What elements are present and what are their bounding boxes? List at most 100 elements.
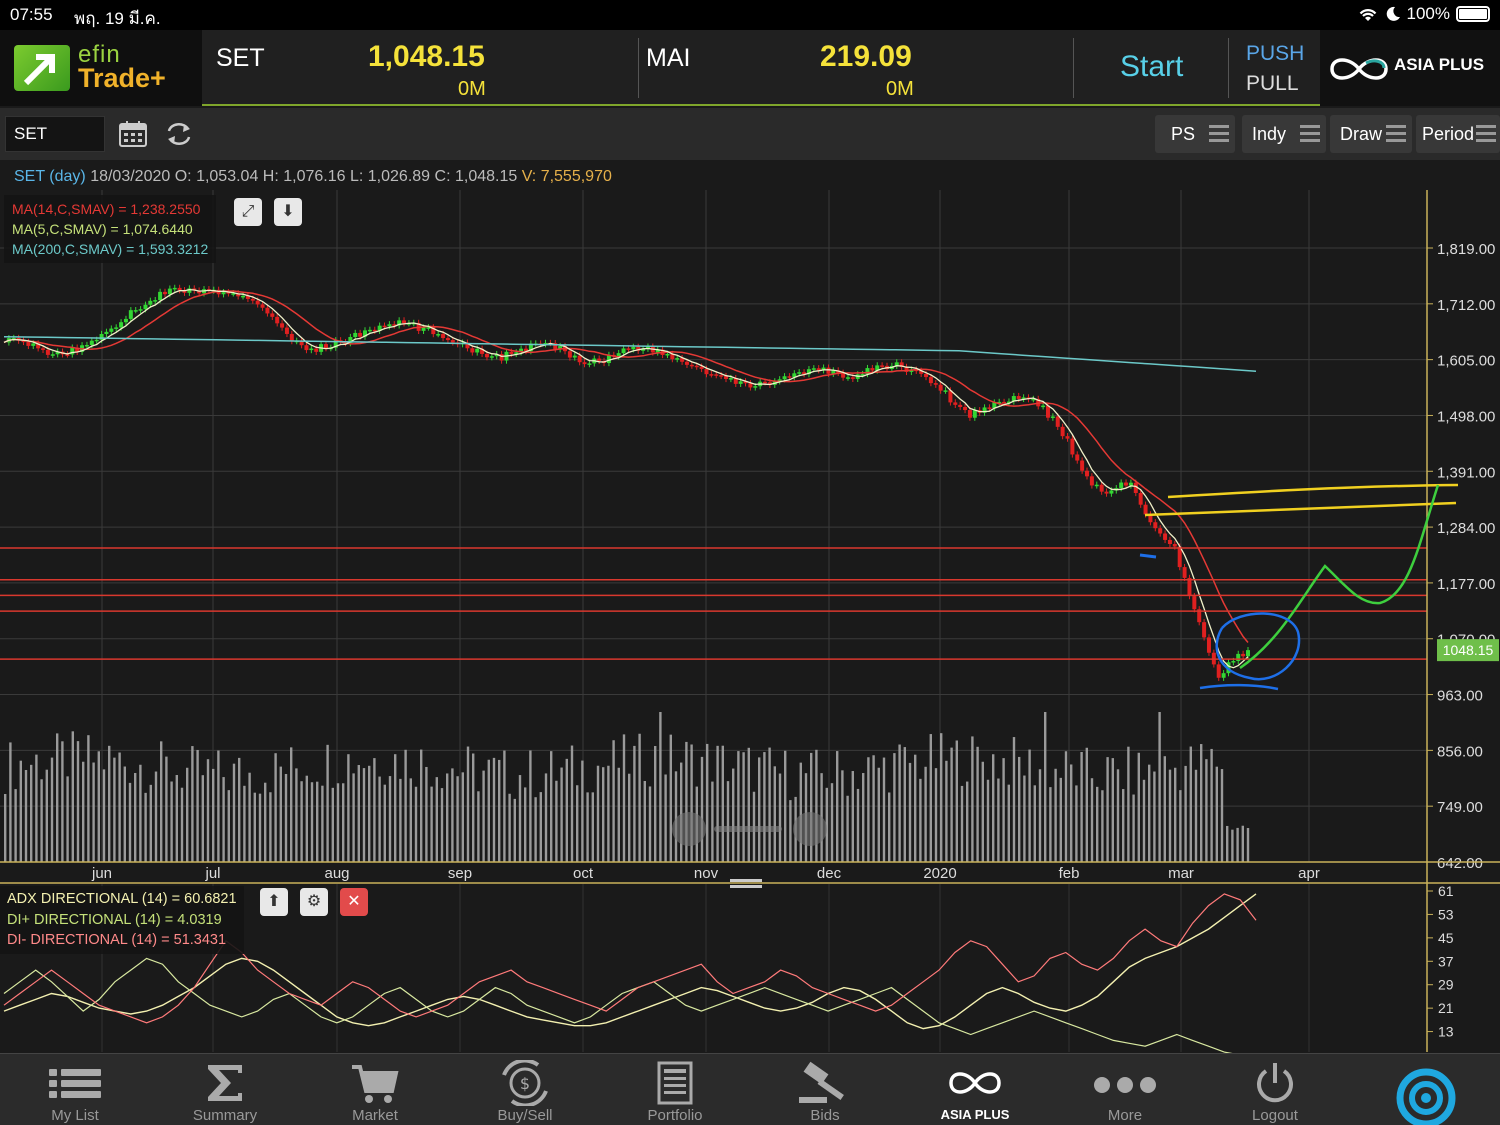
di-minus-legend: DI- DIRECTIONAL (14) = 51.3431	[7, 932, 227, 948]
volume-bar	[940, 733, 943, 862]
volume-bar	[674, 771, 678, 862]
candle-body	[684, 361, 689, 365]
volume-bar	[82, 761, 85, 862]
candle-body	[309, 348, 314, 351]
volume-bar	[123, 766, 126, 862]
volume-bar	[1179, 790, 1182, 862]
volume-bar	[1142, 779, 1146, 862]
volume-bar	[908, 762, 912, 862]
close-icon[interactable]: ✕	[340, 888, 368, 916]
volume-bar	[19, 760, 22, 862]
nav-more[interactable]: More	[1050, 1054, 1200, 1125]
nav-label: More	[1107, 1107, 1143, 1124]
assistive-touch-icon[interactable]	[1392, 1062, 1462, 1125]
candle-body	[704, 368, 709, 375]
candle-body	[1119, 482, 1124, 489]
candle-body	[284, 327, 289, 334]
volume-bar	[175, 775, 178, 862]
candle-body	[1124, 482, 1129, 486]
mai-index-name[interactable]: MAI	[646, 44, 691, 72]
set-index-name[interactable]: SET	[216, 44, 265, 72]
candle-body	[509, 351, 514, 354]
expand-icon[interactable]: ⤢	[234, 198, 262, 226]
ma5-line	[3, 288, 1249, 669]
volume-bar	[1090, 778, 1094, 862]
volume-bar	[1163, 756, 1166, 862]
candle-body	[1016, 396, 1021, 399]
candle-body	[153, 300, 158, 302]
candle-body	[748, 383, 753, 388]
calendar-icon[interactable]	[118, 119, 148, 149]
nav-summary[interactable]: Summary	[150, 1054, 300, 1125]
candle-body	[182, 290, 187, 293]
nav-portfolio[interactable]: Portfolio	[600, 1054, 750, 1125]
volume-bar	[238, 757, 241, 862]
nav-market[interactable]: Market	[300, 1054, 450, 1125]
candle-body	[299, 340, 304, 346]
candle-body	[875, 365, 880, 371]
volume-bar	[700, 756, 704, 862]
pull-button[interactable]: PULL	[1246, 72, 1299, 95]
volume-bar	[383, 784, 386, 862]
indy-button[interactable]: Indy	[1242, 115, 1326, 153]
ps-button-label: PS	[1171, 123, 1196, 144]
nav-bids[interactable]: Bids	[750, 1054, 900, 1125]
volume-bar	[612, 740, 615, 862]
x-tick-label: dec	[817, 865, 842, 882]
start-button[interactable]: Start	[1120, 50, 1184, 83]
volume-bar	[191, 746, 194, 862]
candle-body	[119, 322, 124, 328]
candle-body	[811, 368, 816, 370]
volume-bar	[357, 765, 360, 862]
candle-body	[89, 340, 94, 345]
candle-body	[948, 390, 953, 403]
candle-body	[816, 368, 821, 371]
volume-bar	[591, 792, 594, 862]
nav-logout[interactable]: Logout	[1200, 1054, 1350, 1125]
volume-bar	[888, 792, 891, 862]
more-icon	[1094, 1077, 1156, 1093]
period-button[interactable]: Period	[1416, 115, 1500, 153]
volume-bar	[61, 741, 64, 862]
volume-bar	[784, 750, 787, 862]
gear-icon[interactable]: ⚙	[300, 888, 328, 916]
volume-bar	[128, 782, 132, 862]
arrow-up-icon[interactable]: ⬆	[260, 888, 288, 916]
candle-body	[1231, 661, 1236, 663]
volume-bar	[1012, 737, 1016, 862]
power-icon	[1257, 1063, 1293, 1103]
volume-bar	[45, 769, 48, 862]
volume-bar	[1059, 777, 1062, 862]
volume-bar	[570, 745, 574, 862]
candle-body	[353, 332, 358, 338]
candle-body	[606, 354, 611, 364]
candle-body	[1065, 436, 1070, 439]
candle-body	[1172, 543, 1177, 547]
arrow-down-icon[interactable]: ⬇	[274, 198, 302, 226]
candle-body	[250, 298, 255, 301]
candle-body	[655, 349, 660, 353]
push-button[interactable]: PUSH	[1246, 42, 1305, 65]
refresh-icon[interactable]	[164, 121, 194, 147]
buysell-icon: $	[502, 1060, 548, 1106]
volume-bar	[316, 781, 319, 862]
volume-bar	[633, 745, 636, 862]
ps-button[interactable]: PS	[1155, 115, 1235, 153]
volume-bar	[487, 759, 490, 862]
last-price-tag	[1437, 639, 1499, 662]
candle-body	[987, 407, 992, 409]
volume-bar	[758, 757, 761, 862]
nav-asia-plus[interactable]: ASIA PLUS	[900, 1054, 1050, 1125]
nav-buy-sell[interactable]: $ Buy/Sell	[450, 1054, 600, 1125]
symbol-input[interactable]: SET	[5, 116, 105, 152]
volume-bar	[446, 773, 449, 862]
candle-body	[777, 379, 782, 382]
candle-body	[94, 339, 99, 342]
nav-label: Summary	[192, 1107, 258, 1124]
volume-bar	[986, 779, 990, 862]
price-chart[interactable]: 1,819.00 1,712.00 1,605.00 1,498.00 1,391.00…	[0, 188, 1500, 1053]
nav-my-list[interactable]: My List	[0, 1054, 150, 1125]
candle-body	[792, 373, 797, 378]
candle-body	[1187, 577, 1192, 597]
draw-button[interactable]: Draw	[1330, 115, 1412, 153]
